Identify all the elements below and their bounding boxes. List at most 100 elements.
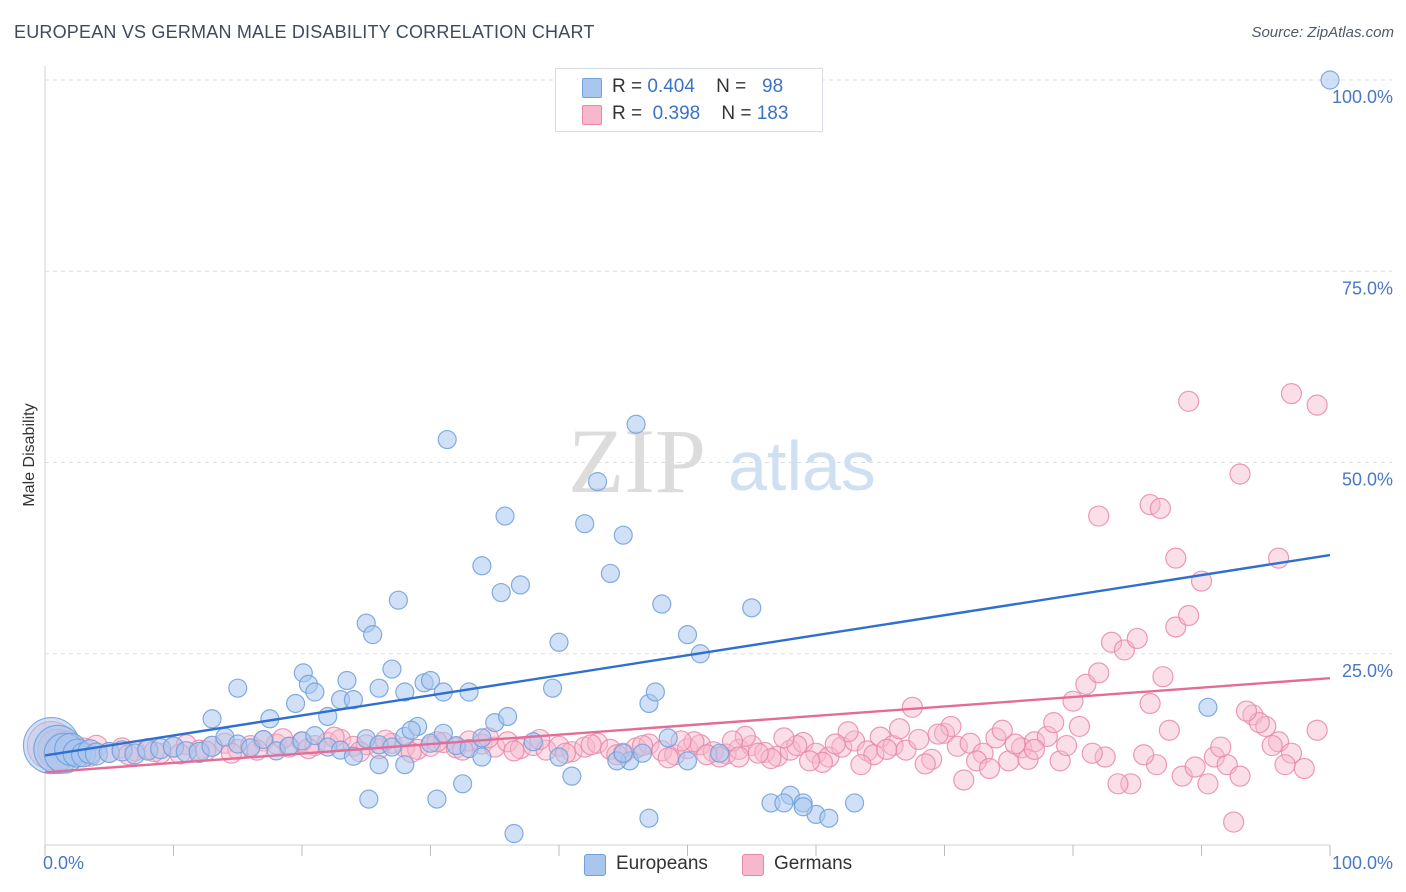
data-point — [1178, 390, 1200, 412]
data-point — [645, 682, 665, 702]
data-point — [1280, 383, 1303, 405]
data-point — [747, 742, 769, 764]
data-point — [305, 682, 325, 702]
data-point — [305, 726, 325, 746]
data-point — [626, 414, 646, 434]
data-point — [1280, 742, 1303, 764]
data-point — [1023, 738, 1046, 760]
legend-r-label: R = — [612, 76, 643, 97]
data-point — [1081, 742, 1103, 764]
trend-line-germans — [44, 677, 1331, 774]
data-point — [580, 734, 602, 756]
data-point — [998, 750, 1020, 772]
axes — [44, 66, 1331, 856]
data-point — [575, 514, 595, 534]
data-point — [1229, 463, 1251, 485]
data-point — [343, 690, 363, 710]
data-point — [1198, 697, 1218, 717]
data-point — [786, 734, 808, 757]
data-point — [677, 751, 698, 771]
data-point — [253, 729, 274, 750]
data-point — [495, 506, 515, 526]
data-point — [940, 715, 962, 738]
data-point — [472, 556, 492, 576]
data-point — [437, 429, 457, 450]
data-point — [876, 738, 898, 760]
legend-n-value: 98 — [762, 76, 784, 97]
data-point — [1178, 604, 1200, 627]
data-point — [1107, 773, 1129, 795]
data-point — [677, 625, 698, 645]
legend-swatch-europeans — [584, 854, 606, 876]
data-point — [844, 793, 865, 813]
data-point — [774, 793, 794, 813]
data-point — [1152, 666, 1174, 688]
data-point — [1306, 719, 1328, 741]
data-point — [1210, 736, 1232, 758]
data-point — [613, 743, 633, 763]
data-point — [401, 720, 421, 740]
data-point — [498, 706, 518, 727]
data-point — [388, 590, 408, 610]
data-point — [1274, 754, 1296, 776]
data-point — [742, 598, 762, 618]
legend-n-value: 183 — [756, 103, 789, 124]
data-point — [587, 472, 608, 492]
legend-r-label: R = — [612, 103, 643, 124]
data-point — [819, 808, 839, 828]
data-point — [793, 797, 813, 817]
data-point — [1139, 692, 1161, 715]
data-point — [1197, 773, 1219, 795]
data-point — [1100, 631, 1123, 653]
data-point — [586, 732, 609, 754]
data-point — [1223, 811, 1245, 833]
data-point — [888, 718, 911, 740]
data-point — [856, 740, 879, 762]
y-tick-label: 100.0% — [1332, 87, 1393, 107]
data-point — [1235, 700, 1258, 722]
data-point — [1043, 711, 1065, 734]
data-point — [760, 747, 782, 770]
data-point — [710, 743, 730, 763]
y-tick-label: 75.0% — [1342, 278, 1393, 298]
legend-label-germans: Germans — [774, 853, 853, 874]
data-point — [453, 774, 473, 794]
source-label: Source: ZipAtlas.com — [1251, 24, 1394, 41]
tick-labels: 25.0% 50.0% 75.0% 100.0% 0.0% 100.0% — [43, 87, 1393, 873]
legend-swatch-germans — [582, 105, 602, 125]
data-point — [1004, 733, 1026, 755]
data-point — [1126, 627, 1148, 650]
watermark-atlas: atlas — [728, 427, 876, 505]
data-point — [1165, 547, 1187, 569]
trend-line-europeans — [44, 553, 1331, 757]
data-point — [504, 823, 524, 844]
x-tick-label: 0.0% — [43, 853, 84, 873]
data-point — [1149, 497, 1171, 519]
data-point — [542, 678, 563, 698]
data-point — [363, 625, 383, 645]
data-point — [1094, 746, 1116, 768]
data-point — [652, 594, 672, 614]
legend-swatch-europeans — [582, 78, 602, 98]
y-tick-label: 50.0% — [1342, 470, 1393, 490]
data-point — [1036, 725, 1058, 747]
data-point — [1306, 394, 1328, 416]
data-point — [1068, 715, 1091, 738]
data-point — [395, 755, 415, 775]
data-point — [632, 743, 653, 763]
data-point — [1158, 719, 1180, 741]
data-point — [382, 659, 402, 679]
data-point — [549, 632, 569, 652]
data-point — [798, 750, 821, 772]
data-point — [914, 753, 936, 775]
data-point — [734, 725, 756, 747]
data-point — [850, 754, 872, 776]
data-point — [1088, 505, 1110, 527]
data-point — [202, 709, 222, 729]
data-point — [562, 766, 582, 786]
data-point — [1120, 773, 1142, 795]
y-tick-label: 25.0% — [1342, 661, 1393, 681]
data-point — [337, 670, 357, 691]
x-tick-label: 100.0% — [1332, 853, 1393, 873]
